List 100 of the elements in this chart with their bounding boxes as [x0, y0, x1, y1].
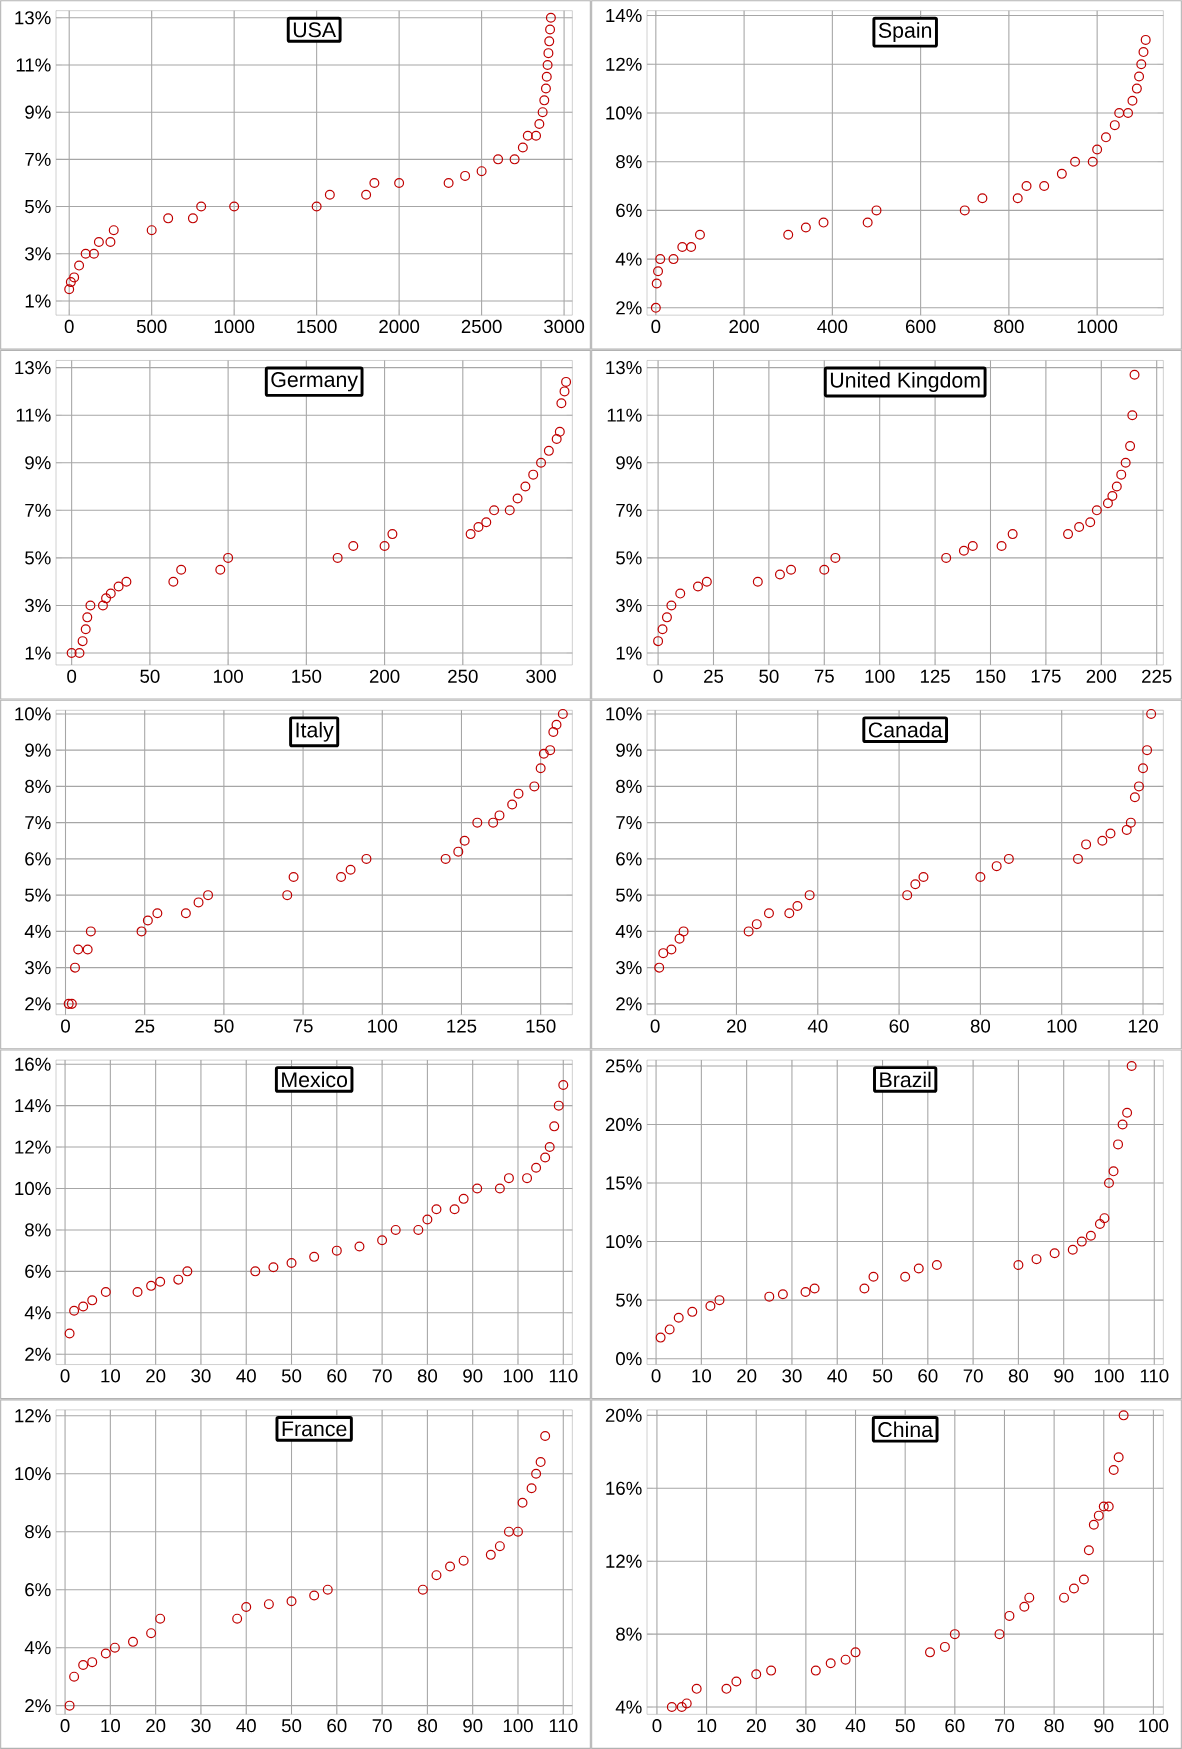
point: [146, 1280, 157, 1291]
point: [1138, 47, 1149, 58]
point: [109, 1642, 120, 1653]
point: [520, 481, 531, 492]
point: [476, 166, 487, 177]
x-tick-label: 80: [417, 1719, 438, 1733]
point: [155, 1613, 166, 1624]
point: [187, 213, 198, 224]
point: [1131, 83, 1142, 94]
point: [322, 1584, 333, 1595]
point: [223, 552, 234, 563]
point: [714, 1295, 725, 1306]
x-tick-label: 0: [60, 1719, 70, 1733]
point: [721, 1683, 732, 1694]
point: [925, 1647, 935, 1658]
point: [460, 170, 471, 181]
point: [87, 1295, 98, 1306]
point: [512, 1526, 523, 1537]
y-tick-label: 10%: [606, 1234, 642, 1249]
point: [959, 205, 970, 216]
point: [69, 272, 80, 283]
point: [78, 1660, 89, 1671]
point: [1063, 529, 1074, 540]
point: [800, 222, 811, 233]
point: [1105, 828, 1116, 839]
point: [1056, 168, 1067, 179]
y-tick-label: 9%: [616, 743, 642, 757]
y-tick-label: 8%: [25, 779, 51, 794]
point: [88, 248, 99, 259]
point: [1083, 1545, 1094, 1556]
x-tick-label: 70: [963, 1369, 983, 1383]
point: [1146, 708, 1157, 719]
point: [658, 948, 669, 959]
point: [128, 1636, 138, 1647]
point: [507, 799, 518, 810]
y-tick-label: 10%: [606, 707, 642, 721]
point: [868, 1271, 879, 1282]
point: [1107, 491, 1118, 502]
point: [705, 1301, 716, 1311]
point: [113, 581, 124, 592]
x-tick-label: 100: [213, 669, 243, 683]
y-tick-label: 11%: [16, 408, 51, 422]
point: [193, 897, 204, 908]
point: [549, 1121, 560, 1132]
point: [1031, 1254, 1042, 1265]
x-tick-label: 800: [994, 319, 1024, 334]
point: [551, 719, 562, 730]
point: [1099, 1213, 1110, 1224]
y-tick-label: 1%: [25, 646, 51, 660]
point: [100, 1287, 111, 1298]
point: [82, 944, 93, 955]
x-tick-label: 200: [729, 319, 759, 334]
point: [101, 593, 112, 604]
point: [1114, 107, 1125, 118]
point: [105, 236, 116, 247]
point: [1013, 1260, 1024, 1271]
point: [913, 1263, 924, 1274]
point: [526, 1483, 537, 1494]
y-tick-label: 8%: [616, 779, 642, 794]
point: [268, 1262, 279, 1273]
point: [819, 564, 830, 575]
point: [545, 24, 556, 35]
point: [818, 217, 829, 228]
x-tick-label: 100: [1139, 1719, 1169, 1733]
x-tick-label: 75: [293, 1019, 313, 1033]
y-tick-label: 1%: [616, 646, 642, 660]
x-tick-label: 400: [817, 319, 848, 334]
x-tick-label: 75: [814, 669, 834, 683]
y-tick-label: 11%: [607, 408, 642, 422]
x-tick-label: 500: [136, 319, 167, 334]
point: [535, 1457, 546, 1468]
point: [559, 386, 570, 397]
y-tick-label: 7%: [25, 816, 51, 830]
point: [445, 1561, 456, 1572]
y-tick-label: 16%: [15, 1057, 51, 1071]
y-tick-label: 6%: [25, 1583, 51, 1597]
point: [859, 1283, 870, 1294]
x-tick-label: 30: [191, 1719, 211, 1733]
point: [108, 225, 119, 236]
point: [1039, 181, 1050, 192]
y-tick-label: 5%: [616, 888, 642, 902]
point: [449, 1204, 460, 1215]
point: [677, 241, 688, 252]
x-tick-label: 50: [140, 669, 160, 683]
y-tick-label: 12%: [606, 1554, 642, 1568]
point: [651, 278, 662, 289]
point: [74, 648, 85, 659]
point: [561, 376, 572, 387]
x-tick-label: 60: [889, 1019, 909, 1033]
point: [472, 1183, 483, 1194]
point: [1109, 120, 1120, 131]
point: [105, 588, 116, 599]
chart-title: Mexico: [282, 1071, 348, 1088]
point: [918, 872, 929, 883]
chart-title: France: [282, 1421, 347, 1437]
point: [1111, 481, 1122, 492]
point: [553, 1100, 564, 1111]
point: [82, 612, 93, 623]
x-tick-label: 0: [651, 1369, 661, 1383]
x-tick-label: 3000: [544, 319, 585, 334]
